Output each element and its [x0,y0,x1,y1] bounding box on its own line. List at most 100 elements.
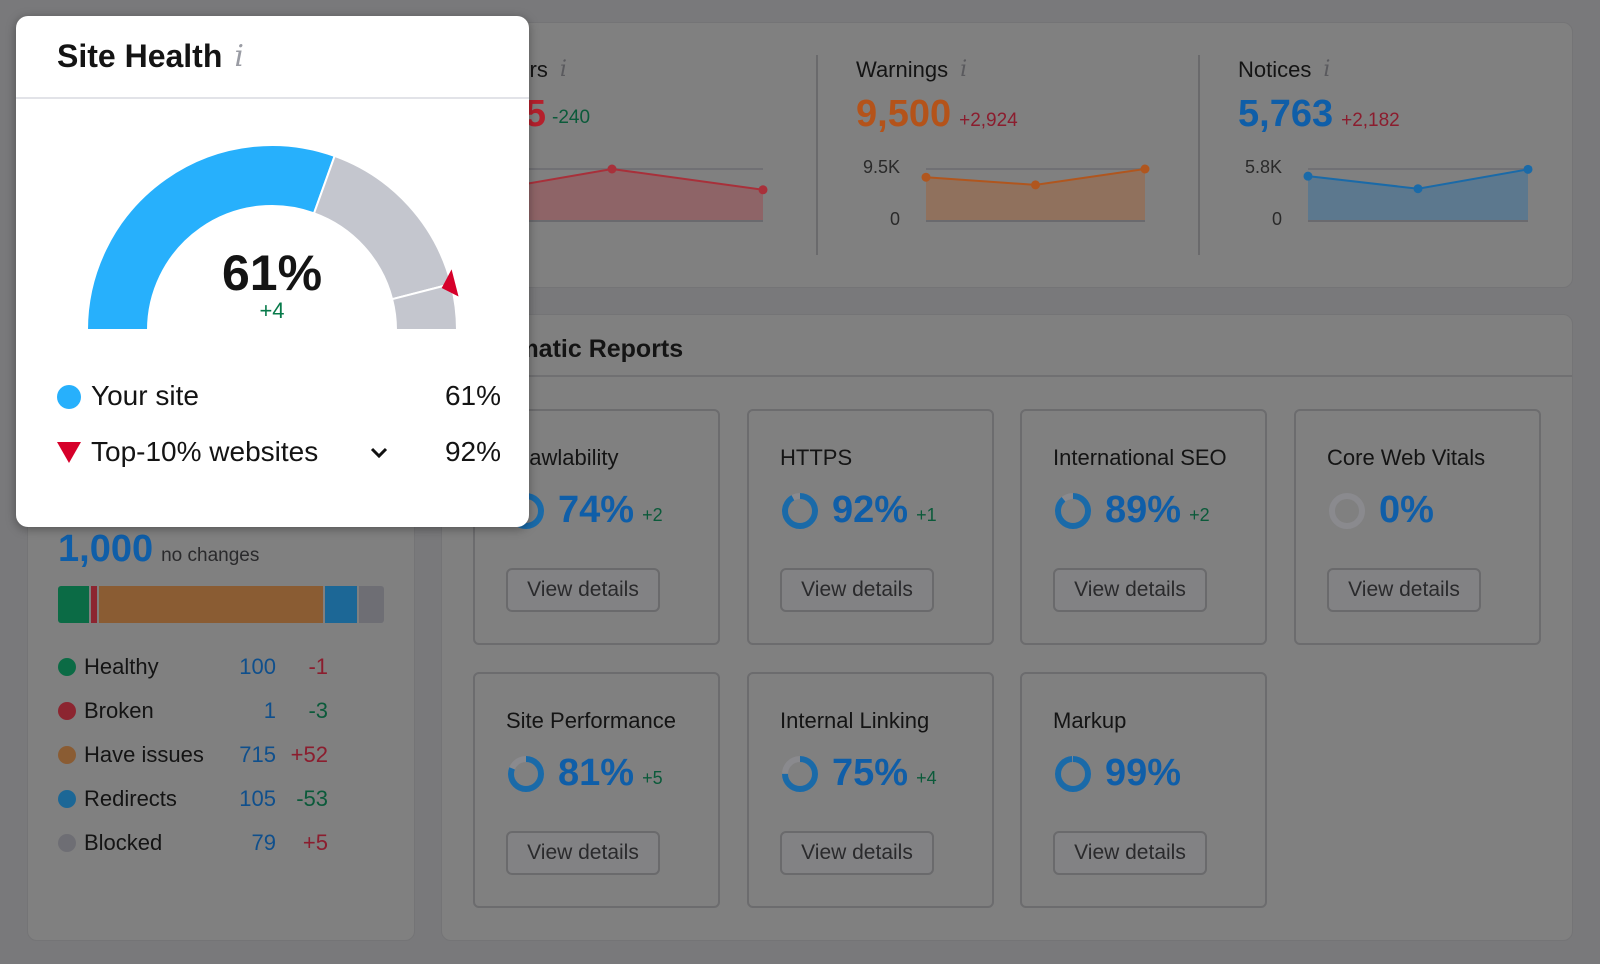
notices-value: 5,763 [1238,93,1334,135]
donut-icon [1055,755,1091,792]
view-details-button[interactable]: View details [506,568,660,612]
site-health-gauge [85,144,459,331]
report-title: Markup [1053,708,1127,733]
view-details-button[interactable]: View details [506,831,660,875]
row-delta: -1 [308,654,328,679]
chevron-down-icon[interactable] [369,446,389,460]
report-card[interactable]: Core Web Vitals 0% View details [1294,409,1541,645]
warnings-chart-point[interactable] [1140,164,1150,174]
report-value: 75% [832,752,909,794]
info-icon[interactable]: i [559,57,567,82]
row-label: Redirects [84,786,177,811]
row-label: Healthy [84,654,159,679]
legend-row[interactable]: Have issues 715 +52 [58,740,328,770]
site-health-title: Site Health [57,38,223,74]
info-icon[interactable]: i [960,57,968,82]
report-card[interactable]: Internal Linking 75% +4 View details [747,672,994,908]
row-label: Blocked [84,830,163,855]
status-dot-icon [58,790,76,808]
report-card[interactable]: Site Performance 81% +5 View details [473,672,720,908]
row-delta: +5 [302,830,328,855]
legend-row[interactable]: Redirects 105 -53 [58,784,328,814]
notices-axis-min: 0 [1271,209,1282,229]
report-title: Site Performance [506,708,676,733]
view-details-button[interactable]: View details [1053,568,1207,612]
status-dot-icon [58,658,76,676]
status-dot-icon [58,702,76,720]
row-value[interactable]: 1 [263,698,276,723]
report-card[interactable]: HTTPS 92% +1 View details [747,409,994,645]
divider [442,375,1572,377]
legend-row[interactable]: Broken 1 -3 [58,696,328,726]
info-icon[interactable]: i [1323,57,1331,82]
row-value[interactable]: 100 [239,654,276,679]
divider [816,55,818,255]
row-value[interactable]: 79 [251,830,276,855]
bar-segment-have-issues[interactable] [99,586,323,623]
bar-segment-redirects[interactable] [324,586,358,623]
warnings-chart-point[interactable] [921,172,931,182]
warnings-axis-max: 9.5K [862,157,900,177]
top10-marker-icon [441,269,459,297]
row-value[interactable]: 715 [239,742,276,767]
errors-chart-area [498,169,763,221]
report-delta: +2 [642,505,663,525]
notices-chart-point[interactable] [1413,184,1423,194]
errors-chart-point[interactable] [758,185,768,195]
divider [1198,55,1200,255]
report-value: 0% [1379,489,1434,531]
legend-value: 92% [444,436,501,467]
warnings-chart-area [926,169,1145,221]
report-title: International SEO [1053,445,1227,470]
notices-chart-area [1308,169,1528,221]
bar-segment-broken[interactable] [91,586,98,623]
donut-icon [782,755,818,792]
warnings-axis-min: 0 [889,209,900,229]
warnings-chart-point[interactable] [1031,180,1040,190]
notices-chart-point[interactable] [1523,164,1533,174]
status-dot-icon [58,746,76,764]
bar-segment-healthy[interactable] [58,586,90,623]
legend-label: Top-10% websites [91,436,319,467]
errors-value: 5 [524,93,546,135]
view-details-button[interactable]: View details [780,831,934,875]
status-dot-icon [58,834,76,852]
crawled-distribution-bar [58,586,384,623]
legend-row[interactable]: Blocked 79 +5 [58,828,328,858]
report-value: 81% [558,752,635,794]
report-delta: +1 [916,505,937,525]
report-card[interactable]: International SEO 89% +2 View details [1020,409,1267,645]
warnings-delta: +2,924 [959,110,1018,131]
report-card[interactable]: Markup 99% View details [1020,672,1267,908]
report-value: 89% [1105,489,1182,531]
row-label: Broken [84,698,154,723]
notices-chart-point[interactable] [1303,171,1313,181]
row-value[interactable]: 105 [239,786,276,811]
notices-delta: +2,182 [1341,110,1400,131]
divider [16,97,529,99]
site-health-value: 61% [221,245,323,301]
notices-axis-max: 5.8K [1244,157,1282,177]
your-site-dot-icon [57,385,81,409]
remaining-arc [390,282,459,331]
report-value: 74% [558,489,635,531]
bar-segment-blocked[interactable] [359,586,384,623]
info-icon[interactable]: i [234,39,244,74]
errors-chart-point[interactable] [607,164,617,174]
report-title: HTTPS [780,445,853,470]
view-details-button[interactable]: View details [780,568,934,612]
crawled-note: no changes [161,545,260,566]
warnings-label: Warnings [856,57,949,82]
donut-icon [1329,492,1365,529]
row-delta: -3 [308,698,328,723]
report-title: Core Web Vitals [1327,445,1486,470]
legend-row[interactable]: Healthy 100 -1 [58,652,328,682]
view-details-button[interactable]: View details [1053,831,1207,875]
legend-top10[interactable]: Top-10% websites 92% [57,436,501,470]
notices-label: Notices [1238,57,1312,82]
site-health-delta: +4 [259,298,285,323]
view-details-button[interactable]: View details [1327,568,1481,612]
sparklines [478,164,1533,222]
report-delta: +5 [642,768,663,788]
row-delta: +52 [290,742,328,767]
